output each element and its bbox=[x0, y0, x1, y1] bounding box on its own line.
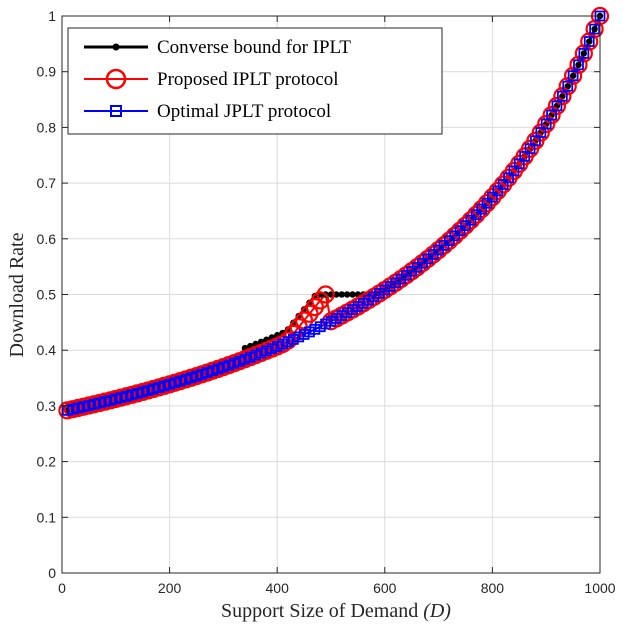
y-tick-label: 0.5 bbox=[37, 287, 57, 303]
x-tick-label: 0 bbox=[58, 580, 66, 596]
data-point-optimal bbox=[562, 80, 574, 92]
y-axis-title: Download Rate bbox=[6, 232, 28, 357]
data-point-converse bbox=[333, 291, 340, 298]
legend-entry-converse: Converse bound for IPLT bbox=[84, 37, 351, 58]
data-point-proposed bbox=[316, 285, 335, 304]
legend: Converse bound for IPLT Proposed IPLT pr… bbox=[67, 27, 443, 135]
data-point-converse bbox=[591, 25, 598, 33]
data-point-optimal bbox=[583, 36, 595, 47]
x-tick-label: 200 bbox=[158, 580, 182, 596]
data-point-converse bbox=[586, 38, 593, 45]
x-axis-title-main: Support Size of Demand bbox=[221, 600, 423, 622]
legend-marker-dot bbox=[112, 43, 120, 51]
legend-entry-proposed: Proposed IPLT protocol bbox=[84, 68, 339, 90]
tick-labels: 0 200 400 600 800 1000 0 0.1 0.2 0.3 0.4 0.5 0.6 0.7 0… bbox=[37, 8, 616, 596]
data-point-optimal bbox=[589, 23, 601, 35]
y-tick-label: 0.9 bbox=[37, 64, 57, 80]
legend-label-optimal: Optimal JPLT protocol bbox=[157, 101, 331, 122]
x-tick-label: 800 bbox=[481, 580, 505, 596]
y-tick-label: 0.3 bbox=[37, 398, 57, 414]
y-tick-label: 1 bbox=[48, 8, 56, 24]
data-point-optimal bbox=[578, 48, 590, 59]
data-point-converse bbox=[580, 50, 588, 57]
data-point-optimal bbox=[567, 70, 579, 82]
y-tick-label: 0.4 bbox=[37, 342, 57, 358]
data-point-optimal bbox=[573, 59, 584, 71]
x-tick-label: 400 bbox=[266, 580, 290, 596]
data-point-proposed bbox=[311, 291, 330, 310]
legend-marker-square bbox=[110, 105, 122, 117]
y-tick-label: 0.2 bbox=[37, 454, 57, 470]
series-markers bbox=[58, 6, 610, 420]
legend-label-proposed: Proposed IPLT protocol bbox=[157, 69, 339, 90]
y-tick-label: 0.6 bbox=[37, 231, 57, 247]
y-tick-label: 0 bbox=[48, 565, 56, 581]
legend-marker-circle bbox=[105, 68, 127, 90]
x-tick-label: 600 bbox=[373, 580, 397, 596]
x-axis-title-var: (D) bbox=[423, 600, 451, 622]
data-point-converse bbox=[575, 61, 582, 69]
x-tick-label: 1000 bbox=[584, 580, 615, 596]
data-point-converse bbox=[564, 82, 571, 90]
x-axis-title: Support Size of Demand (D) bbox=[221, 600, 451, 622]
data-point-converse bbox=[349, 291, 356, 298]
y-tick-label: 0.8 bbox=[37, 119, 57, 135]
y-tick-label: 0.7 bbox=[37, 175, 57, 191]
y-tick-label: 0.1 bbox=[37, 509, 57, 525]
data-point-converse bbox=[569, 72, 577, 79]
data-point-converse bbox=[343, 291, 351, 298]
data-point-converse bbox=[338, 291, 345, 298]
legend-entry-optimal: Optimal JPLT protocol bbox=[84, 101, 331, 122]
legend-label-converse: Converse bound for IPLT bbox=[157, 37, 351, 58]
legend-box bbox=[67, 27, 443, 135]
axis-ticks bbox=[61, 15, 601, 574]
data-point-optimal bbox=[556, 90, 568, 102]
